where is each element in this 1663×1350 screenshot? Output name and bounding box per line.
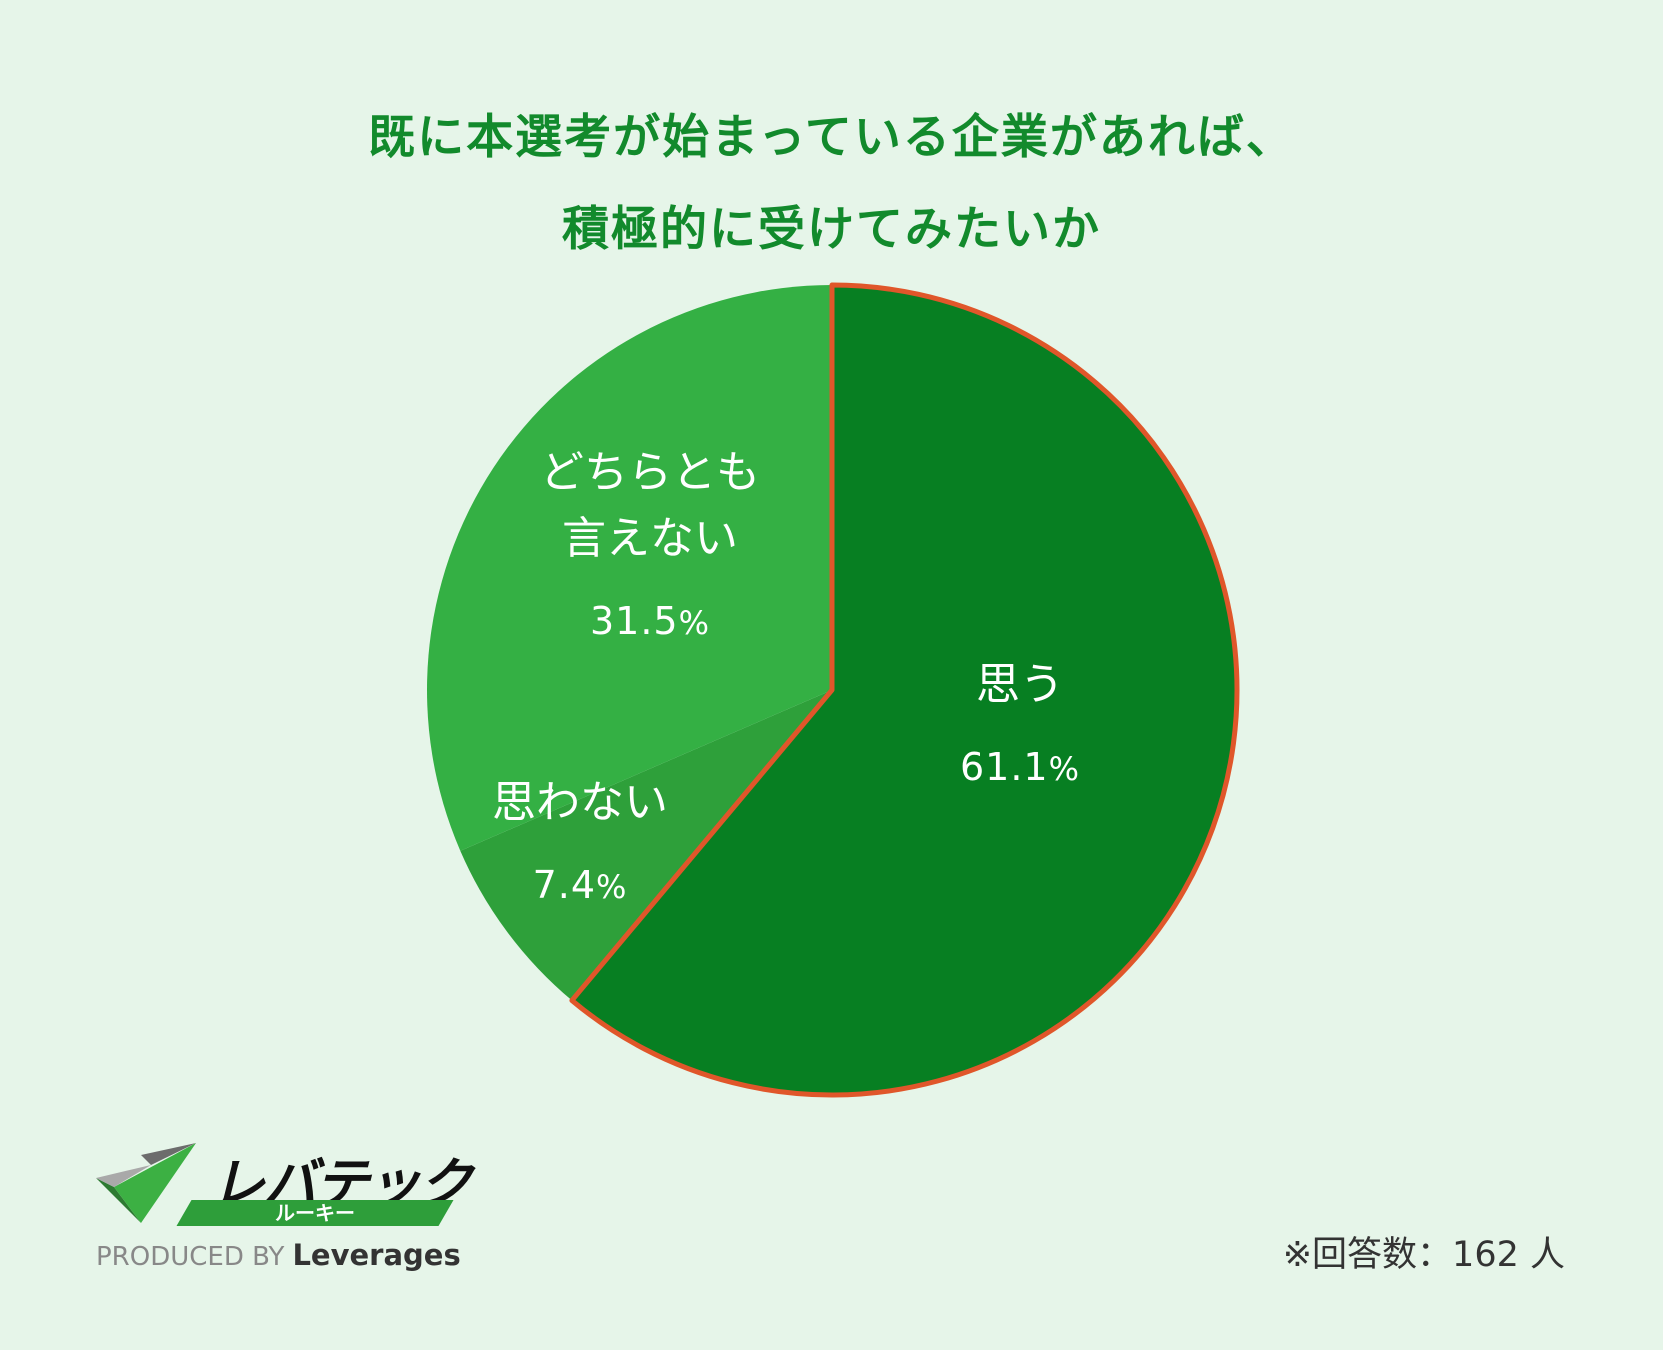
pie-slice-0 (569, 282, 1240, 1098)
leverages-logo: レバテック ルーキー PRODUCED BY Leverages (96, 1135, 473, 1275)
respondent-count-note: ※回答数：162 人 (1282, 1235, 1565, 1275)
chart-title-line-2: 積極的に受けてみたいか (562, 202, 1101, 257)
logo-produced-by-text: PRODUCED BY (96, 1242, 285, 1272)
slice-label-yes-percent: 61.1% (959, 745, 1080, 789)
chart-title: 既に本選考が始まっている企業があれば、 積極的に受けてみたいか (0, 92, 1663, 276)
logo-brand: Leverages (292, 1238, 461, 1272)
logo-subtitle: ルーキー (275, 1201, 355, 1225)
slice-label-no: 思わない 7.4% (470, 770, 690, 920)
slice-label-no-name: 思わない (492, 777, 668, 828)
slice-label-yes-name: 思う (976, 659, 1064, 710)
slice-label-neutral-percent: 31.5% (589, 599, 710, 643)
slice-label-no-percent: 7.4% (532, 863, 628, 907)
check-mark-logo-icon (96, 1143, 196, 1223)
pie-slice-2 (427, 285, 832, 851)
slice-label-yes: 思う 61.1% (940, 652, 1100, 802)
chart-title-line-1: 既に本選考が始まっている企業があれば、 (368, 110, 1295, 165)
slice-label-neutral-name-line-2: 言えない (562, 513, 738, 564)
slice-label-neutral: どちらとも 言えない 31.5% (500, 440, 800, 656)
slice-label-neutral-name-line-1: どちらとも (540, 447, 760, 498)
pie-slice-1 (460, 690, 832, 1001)
logo-produced-by: PRODUCED BY Leverages (96, 1238, 461, 1272)
